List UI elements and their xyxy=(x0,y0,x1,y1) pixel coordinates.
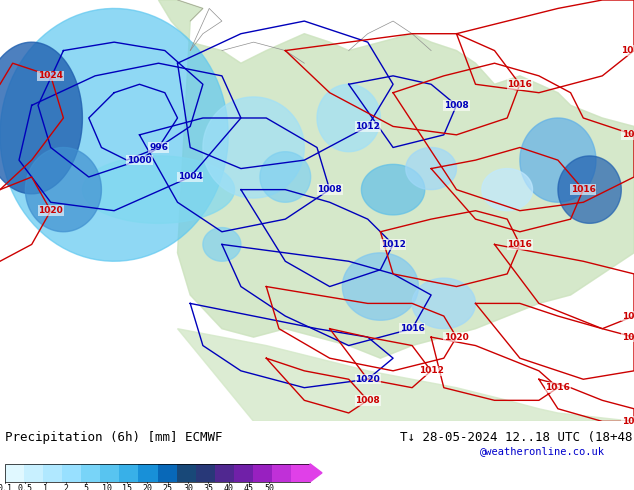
Text: 1012: 1012 xyxy=(621,333,634,342)
Bar xyxy=(62,464,81,482)
Text: 1016: 1016 xyxy=(571,185,596,194)
Bar xyxy=(43,464,62,482)
Text: T↓ 28-05-2024 12..18 UTC (18+48): T↓ 28-05-2024 12..18 UTC (18+48) xyxy=(400,432,634,444)
Text: 1: 1 xyxy=(43,484,48,490)
Bar xyxy=(100,464,119,482)
Polygon shape xyxy=(406,147,456,190)
Bar xyxy=(234,464,253,482)
Polygon shape xyxy=(317,84,380,152)
Text: 10: 10 xyxy=(101,484,112,490)
Polygon shape xyxy=(203,227,241,261)
Text: 1020: 1020 xyxy=(621,130,634,139)
Text: 1008: 1008 xyxy=(355,396,380,405)
Text: 1016: 1016 xyxy=(545,383,571,392)
Text: 1012: 1012 xyxy=(418,367,444,375)
Text: 35: 35 xyxy=(204,484,213,490)
Polygon shape xyxy=(260,152,311,202)
Polygon shape xyxy=(310,464,322,482)
Bar xyxy=(81,464,100,482)
Polygon shape xyxy=(361,164,425,215)
Bar xyxy=(176,464,196,482)
Bar xyxy=(291,464,310,482)
Polygon shape xyxy=(558,156,621,223)
Bar xyxy=(272,464,291,482)
Text: 1016: 1016 xyxy=(507,80,533,89)
Bar xyxy=(119,464,138,482)
Text: 1020: 1020 xyxy=(621,312,634,320)
Polygon shape xyxy=(178,329,634,421)
Text: 25: 25 xyxy=(163,484,172,490)
Bar xyxy=(157,464,176,482)
Polygon shape xyxy=(25,147,101,232)
Text: 1024: 1024 xyxy=(38,72,63,80)
Text: 50: 50 xyxy=(264,484,275,490)
Polygon shape xyxy=(482,169,533,211)
Polygon shape xyxy=(0,8,228,261)
Text: 1008: 1008 xyxy=(317,185,342,194)
Text: 1020: 1020 xyxy=(444,333,469,342)
Polygon shape xyxy=(203,97,304,198)
Polygon shape xyxy=(0,42,82,194)
Text: Precipitation (6h) [mm] ECMWF: Precipitation (6h) [mm] ECMWF xyxy=(5,432,223,444)
Text: 996: 996 xyxy=(149,143,168,152)
Text: 1008: 1008 xyxy=(444,101,469,110)
Bar xyxy=(5,464,24,482)
Text: 0.5: 0.5 xyxy=(18,484,33,490)
Bar xyxy=(138,464,157,482)
Bar xyxy=(196,464,215,482)
Polygon shape xyxy=(158,0,634,358)
Text: 45: 45 xyxy=(244,484,254,490)
Polygon shape xyxy=(158,0,634,358)
Text: 1012: 1012 xyxy=(380,240,406,249)
Text: 1016: 1016 xyxy=(399,324,425,333)
Text: @weatheronline.co.uk: @weatheronline.co.uk xyxy=(480,445,605,456)
Text: 40: 40 xyxy=(224,484,234,490)
Polygon shape xyxy=(520,118,596,202)
Text: 1020: 1020 xyxy=(355,375,380,384)
Text: 1020: 1020 xyxy=(38,206,63,215)
Text: 1016: 1016 xyxy=(507,240,533,249)
Text: 2: 2 xyxy=(63,484,68,490)
Text: 1012: 1012 xyxy=(621,417,634,426)
Text: 1000: 1000 xyxy=(127,156,152,165)
Polygon shape xyxy=(342,253,418,320)
Text: 0.1: 0.1 xyxy=(0,484,13,490)
Text: 30: 30 xyxy=(183,484,193,490)
Text: 1004: 1004 xyxy=(178,172,203,181)
Text: 5: 5 xyxy=(84,484,89,490)
Text: 1012: 1012 xyxy=(355,122,380,131)
Bar xyxy=(5,464,310,482)
Bar xyxy=(24,464,43,482)
Polygon shape xyxy=(82,156,235,223)
Text: 1024: 1024 xyxy=(621,46,634,55)
Bar xyxy=(253,464,272,482)
Text: 15: 15 xyxy=(122,484,132,490)
Polygon shape xyxy=(412,278,476,329)
Bar xyxy=(215,464,234,482)
Text: 20: 20 xyxy=(143,484,152,490)
